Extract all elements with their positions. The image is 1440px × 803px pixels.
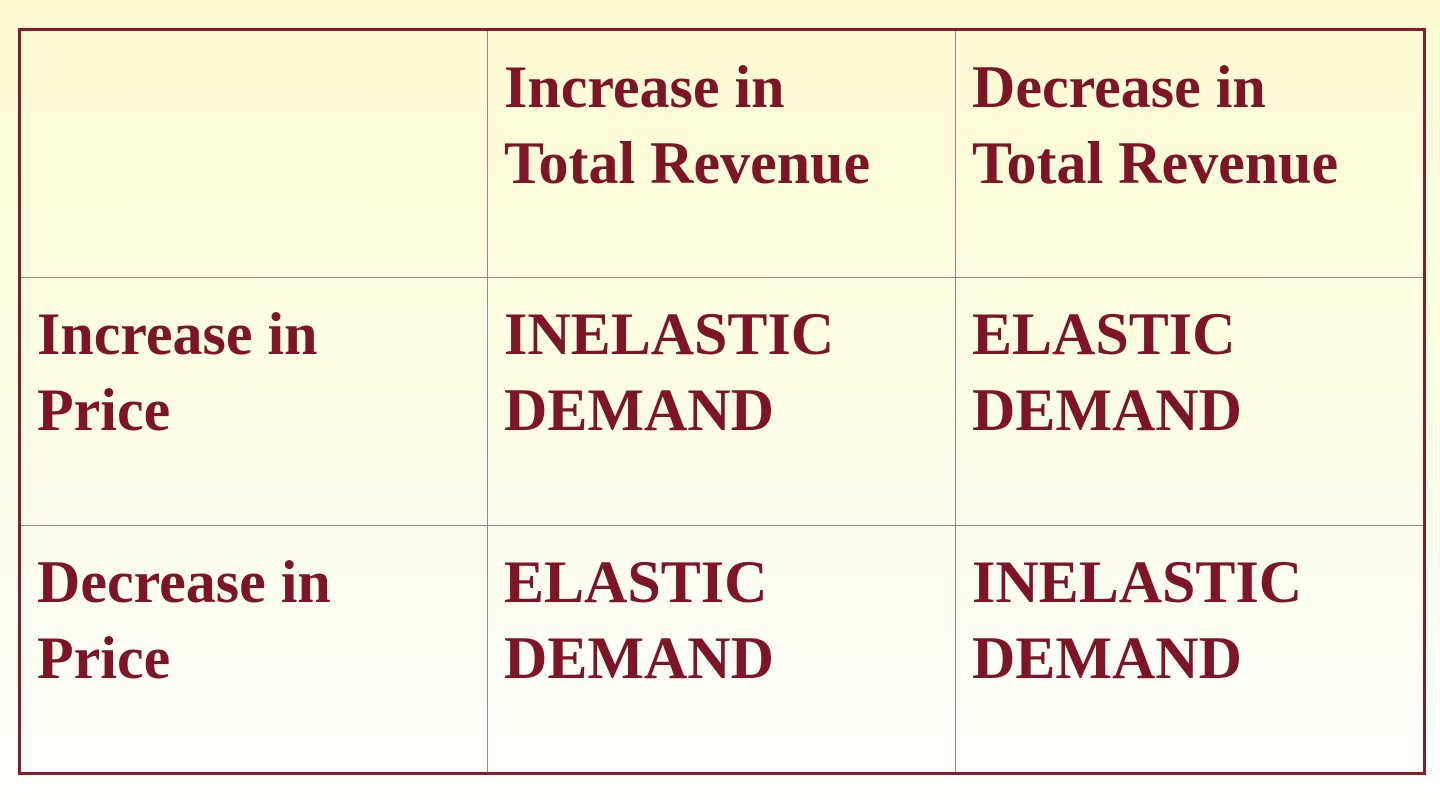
table-cell: ELASTIC DEMAND [487, 525, 956, 774]
table-corner-cell [19, 29, 488, 278]
table-row: Decrease in Price ELASTIC DEMAND INELAST… [19, 525, 1425, 774]
table-cell: ELASTIC DEMAND [955, 277, 1425, 526]
row-label-increase-price: Increase in Price [19, 277, 488, 526]
header-increase-total-revenue: Increase in Total Revenue [487, 29, 956, 278]
table-header-row: Increase in Total Revenue Decrease in To… [19, 29, 1425, 278]
elasticity-revenue-table: Increase in Total Revenue Decrease in To… [18, 28, 1426, 775]
table-cell: INELASTIC DEMAND [487, 277, 956, 526]
row-label-decrease-price: Decrease in Price [19, 525, 488, 774]
header-decrease-total-revenue: Decrease in Total Revenue [955, 29, 1425, 278]
table-cell: INELASTIC DEMAND [955, 525, 1425, 774]
table-row: Increase in Price INELASTIC DEMAND ELAST… [19, 277, 1425, 526]
